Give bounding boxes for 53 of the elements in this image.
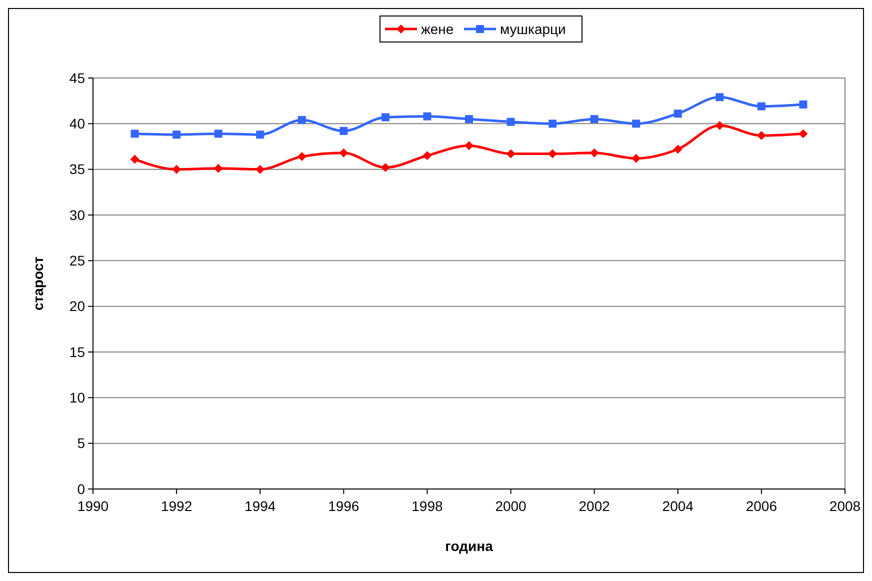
x-tick-label: 1996: [328, 498, 360, 514]
point: [715, 120, 724, 130]
point: [798, 129, 808, 138]
point: [632, 120, 640, 128]
y-tick-label: 25: [69, 252, 86, 269]
y-tick-label: 5: [77, 435, 86, 452]
x-tick-label: 1998: [412, 498, 444, 514]
point: [590, 148, 599, 158]
point: [381, 113, 390, 122]
point: [380, 163, 390, 172]
point: [506, 118, 515, 126]
y-tick-label: 20: [69, 298, 86, 314]
x-tick-label: 1994: [244, 498, 276, 514]
point: [130, 130, 139, 138]
x-tick-label: 2008: [829, 498, 861, 514]
x-tick-label: 2000: [495, 498, 527, 514]
point: [256, 164, 265, 174]
point: [340, 126, 348, 135]
legend-label: жене: [421, 20, 454, 37]
y-axis-title: старост: [30, 256, 46, 310]
y-tick-label: 0: [77, 480, 86, 497]
point: [297, 152, 306, 162]
x-tick-label: 1990: [77, 498, 109, 514]
x-tick-label: 2004: [662, 498, 694, 514]
point: [465, 115, 473, 124]
point: [716, 93, 724, 102]
point: [590, 115, 598, 124]
y-tick-label: 40: [69, 116, 86, 132]
point: [172, 130, 181, 139]
x-tick-label: 1992: [160, 498, 192, 514]
point: [757, 102, 766, 110]
legend-label: мушкарци: [500, 20, 566, 37]
point: [256, 130, 264, 139]
y-tick-label: 35: [69, 161, 86, 178]
point: [548, 120, 557, 128]
point: [214, 130, 222, 138]
point: [799, 100, 808, 108]
y-tick-label: 45: [69, 70, 86, 86]
point: [674, 110, 682, 118]
x-tick-label: 2006: [746, 498, 778, 514]
y-tick-label: 30: [69, 206, 86, 223]
x-tick-label: 2002: [578, 498, 610, 514]
point: [298, 116, 306, 124]
point: [339, 148, 348, 158]
point: [423, 112, 432, 120]
point: [422, 151, 432, 160]
y-tick-label: 10: [69, 390, 86, 406]
point: [464, 141, 474, 150]
point: [673, 144, 682, 154]
point: [130, 154, 140, 164]
y-tick-label: 15: [69, 344, 86, 360]
x-axis-title: година: [445, 538, 494, 554]
point: [214, 164, 223, 173]
